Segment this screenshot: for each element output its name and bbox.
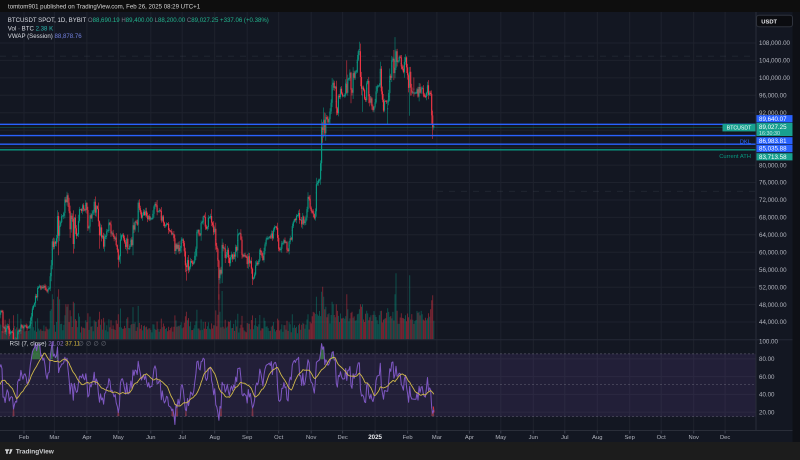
svg-text:96,000.00: 96,000.00 (759, 93, 787, 100)
svg-text:100,000.00: 100,000.00 (759, 75, 791, 82)
svg-text:76,000.00: 76,000.00 (759, 180, 787, 187)
svg-text:Oct: Oct (657, 435, 666, 441)
svg-text:Mar: Mar (49, 435, 59, 441)
svg-text:TradingView: TradingView (16, 449, 55, 456)
svg-text:Jul: Jul (561, 435, 568, 441)
svg-text:Mar: Mar (432, 435, 442, 441)
svg-text:20.00: 20.00 (759, 409, 775, 416)
svg-text:52,000.00: 52,000.00 (759, 284, 787, 291)
svg-text:83,713.58: 83,713.58 (759, 154, 787, 161)
svg-text:USDT: USDT (761, 19, 777, 25)
svg-text:May: May (113, 435, 124, 441)
svg-text:Nov: Nov (689, 435, 699, 441)
svg-text:Sep: Sep (242, 435, 252, 441)
svg-text:64,000.00: 64,000.00 (759, 232, 787, 239)
svg-text:Nov: Nov (306, 435, 316, 441)
svg-text:108,000.00: 108,000.00 (759, 40, 791, 47)
svg-text:Jun: Jun (146, 435, 155, 441)
svg-text:40.00: 40.00 (759, 392, 775, 399)
svg-text:48,000.00: 48,000.00 (759, 302, 787, 309)
svg-text:56,000.00: 56,000.00 (759, 267, 787, 274)
svg-text:86,983.81: 86,983.81 (759, 138, 787, 145)
svg-text:Vol · BTC 2.38 K: Vol · BTC 2.38 K (8, 26, 53, 33)
svg-text:92,000.00: 92,000.00 (759, 110, 787, 117)
svg-text:DKL: DKL (740, 140, 752, 146)
svg-text:89,027.25: 89,027.25 (759, 124, 787, 131)
svg-text:Apr: Apr (82, 435, 91, 441)
svg-text:Aug: Aug (592, 435, 602, 441)
svg-text:85,035.88: 85,035.88 (759, 146, 787, 153)
svg-text:Sep: Sep (625, 435, 635, 441)
svg-text:104,000.00: 104,000.00 (759, 58, 791, 65)
svg-text:Oct: Oct (274, 435, 283, 441)
svg-text:89,640.07: 89,640.07 (759, 116, 787, 123)
svg-text:Jul: Jul (178, 435, 185, 441)
svg-text:Dec: Dec (337, 435, 347, 441)
svg-text:100.00: 100.00 (759, 339, 778, 346)
svg-text:Apr: Apr (465, 435, 474, 441)
svg-text:BTCUSDT SPOT, 1D, BYBIT O88,6: BTCUSDT SPOT, 1D, BYBIT O88,690.19 H89,4… (8, 17, 269, 24)
svg-text:80,000.00: 80,000.00 (759, 162, 787, 169)
svg-text:Dec: Dec (720, 435, 730, 441)
svg-text:60.00: 60.00 (759, 374, 775, 381)
svg-text:80.00: 80.00 (759, 356, 775, 363)
svg-text:VWAP (Session) 88,878.76: VWAP (Session) 88,878.76 (8, 33, 82, 40)
svg-text:Current ATH: Current ATH (719, 154, 751, 160)
svg-text:2025: 2025 (368, 434, 382, 441)
svg-text:72,000.00: 72,000.00 (759, 197, 787, 204)
svg-text:May: May (495, 435, 506, 441)
svg-text:Aug: Aug (210, 435, 220, 441)
svg-text:Jun: Jun (529, 435, 538, 441)
svg-text:BTCUSDT: BTCUSDT (727, 126, 752, 132)
svg-text:Feb: Feb (19, 435, 29, 441)
svg-text:16:30:30: 16:30:30 (759, 131, 780, 137)
svg-text:68,000.00: 68,000.00 (759, 215, 787, 222)
svg-text:tomtom901 published on Trading: tomtom901 published on TradingView.com, … (8, 4, 201, 11)
svg-text:Feb: Feb (403, 435, 413, 441)
svg-text:44,000.00: 44,000.00 (759, 319, 787, 326)
svg-text:60,000.00: 60,000.00 (759, 250, 787, 257)
svg-text:RSI (7, close) 21.02 37.11 ∅∅∅: RSI (7, close) 21.02 37.11 ∅ ∅ ∅ ∅ (10, 341, 107, 348)
